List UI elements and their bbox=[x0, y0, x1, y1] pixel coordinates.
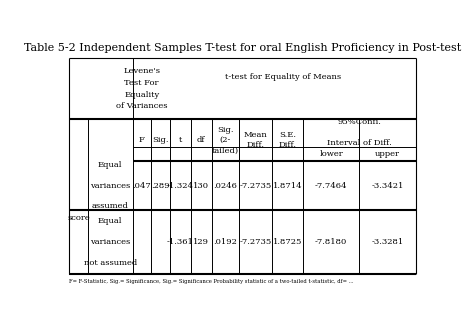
Text: df: df bbox=[197, 136, 206, 144]
Text: -7.2735: -7.2735 bbox=[239, 182, 272, 190]
Text: S.E.
Diff.: S.E. Diff. bbox=[279, 131, 297, 149]
Text: upper: upper bbox=[375, 150, 400, 158]
Text: Mean
Diff.: Mean Diff. bbox=[244, 131, 267, 149]
Text: Equality: Equality bbox=[124, 91, 159, 99]
Text: lower: lower bbox=[319, 150, 343, 158]
Text: -1.324: -1.324 bbox=[167, 182, 194, 190]
Text: -7.8180: -7.8180 bbox=[315, 238, 347, 246]
Text: Equal

variances

assumed: Equal variances assumed bbox=[90, 161, 131, 211]
Text: t: t bbox=[179, 136, 182, 144]
Text: 129: 129 bbox=[193, 238, 210, 246]
Text: 1.8714: 1.8714 bbox=[273, 182, 303, 190]
Text: .0246: .0246 bbox=[213, 182, 237, 190]
Text: -1.361: -1.361 bbox=[167, 238, 194, 246]
Text: 95%Confi.

Interval of Diff.: 95%Confi. Interval of Diff. bbox=[327, 118, 392, 147]
Text: 130: 130 bbox=[193, 182, 210, 190]
Text: t-test for Equality of Means: t-test for Equality of Means bbox=[226, 73, 342, 81]
Text: Table 5-2 Independent Samples T-test for oral English Proficiency in Post-test: Table 5-2 Independent Samples T-test for… bbox=[24, 43, 462, 53]
Text: -3.3281: -3.3281 bbox=[372, 238, 404, 246]
Text: score: score bbox=[67, 213, 90, 221]
Text: 1.8725: 1.8725 bbox=[273, 238, 302, 246]
Text: Test For: Test For bbox=[124, 79, 159, 87]
Text: -3.3421: -3.3421 bbox=[371, 182, 404, 190]
Text: F= F-Statistic, Sig.= Significance, Sig.= Significance Probability statistic of : F= F-Statistic, Sig.= Significance, Sig.… bbox=[69, 279, 354, 284]
Text: .047: .047 bbox=[132, 182, 151, 190]
Text: of Variances: of Variances bbox=[116, 102, 167, 110]
Text: Equal

variances

not assumed: Equal variances not assumed bbox=[84, 217, 137, 267]
Text: Sig.: Sig. bbox=[152, 136, 168, 144]
Text: Sig.
(2-
tailed): Sig. (2- tailed) bbox=[212, 126, 239, 155]
Text: -7.2735: -7.2735 bbox=[239, 238, 272, 246]
Text: F: F bbox=[139, 136, 145, 144]
Text: -7.7464: -7.7464 bbox=[315, 182, 347, 190]
Text: .0192: .0192 bbox=[213, 238, 237, 246]
Text: .289: .289 bbox=[151, 182, 170, 190]
Text: Levene's: Levene's bbox=[123, 68, 160, 75]
